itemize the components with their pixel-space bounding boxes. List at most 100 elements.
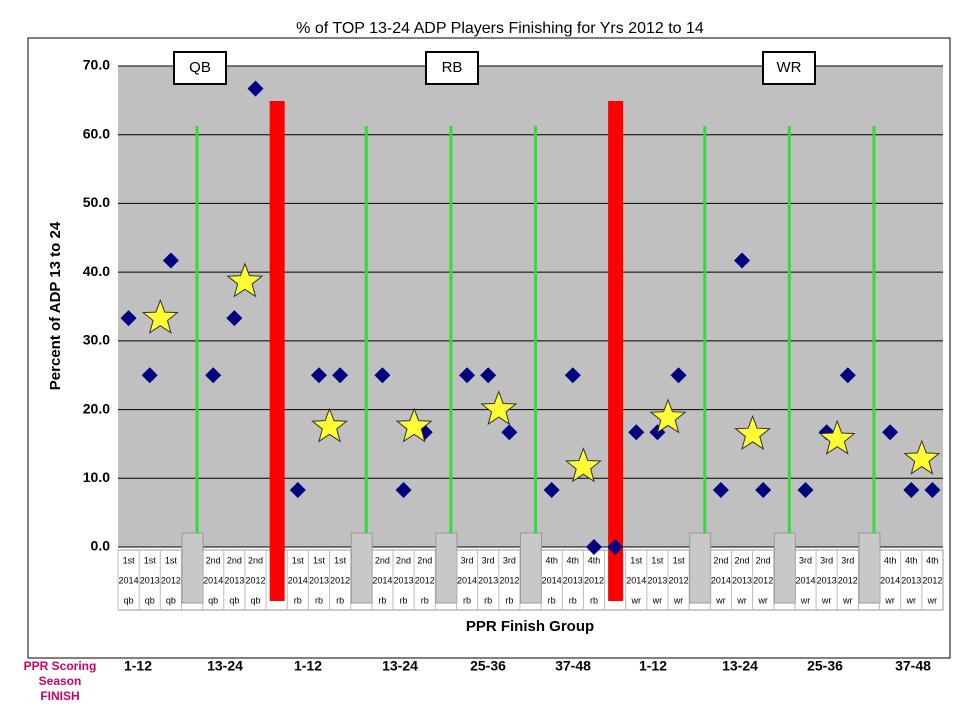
y-tick-label: 0.0 xyxy=(91,538,111,554)
category-label: rb xyxy=(378,595,386,605)
star-marker xyxy=(395,407,433,443)
diamond-marker xyxy=(289,481,306,498)
diamond-marker xyxy=(141,367,158,384)
category-label: 2013 xyxy=(224,575,244,585)
annotation: WR xyxy=(777,59,802,76)
category-label: 2nd xyxy=(756,555,771,565)
group-label: 13-24 xyxy=(207,658,243,674)
diamond-marker xyxy=(120,310,137,327)
category-label: 2012 xyxy=(415,575,435,585)
diamond-marker xyxy=(670,367,687,384)
plot-area xyxy=(118,66,943,547)
diamond-marker xyxy=(459,367,476,384)
annotation-box xyxy=(173,51,227,85)
category-label: wr xyxy=(842,595,853,605)
star-marker xyxy=(480,390,518,426)
category-label: 2012 xyxy=(753,575,773,585)
category-label: wr xyxy=(800,595,811,605)
category-label: 2013 xyxy=(394,575,414,585)
diamond-marker xyxy=(205,367,222,384)
category-label: 3rd xyxy=(503,555,516,565)
category-label: 1st xyxy=(313,555,326,565)
group-box xyxy=(858,532,881,604)
category-label: 2013 xyxy=(817,575,837,585)
category-label: wr xyxy=(884,595,895,605)
section-divider xyxy=(269,101,285,601)
category-label: 2013 xyxy=(901,575,921,585)
category-label: 2nd xyxy=(417,555,432,565)
category-label: rb xyxy=(463,595,471,605)
diamond-marker xyxy=(226,310,243,327)
star-marker xyxy=(818,419,856,455)
category-label: wr xyxy=(736,595,747,605)
diamond-marker xyxy=(332,367,349,384)
group-label: 25-36 xyxy=(470,658,506,674)
diamond-marker xyxy=(543,481,560,498)
y-tick-label: 20.0 xyxy=(83,400,110,416)
diamond-marker xyxy=(607,539,624,555)
group-label: 1-12 xyxy=(294,658,322,674)
side-note-text: PPR Scoring Season FINISH xyxy=(24,659,97,703)
group-box xyxy=(181,532,204,604)
y-tick-label: 60.0 xyxy=(83,125,110,141)
category-label: wr xyxy=(673,595,684,605)
category-label: 2012 xyxy=(922,575,942,585)
diamond-marker xyxy=(162,252,179,269)
category-label: 1st xyxy=(673,555,686,565)
category-label: 2012 xyxy=(838,575,858,585)
category-label: 4th xyxy=(545,555,558,565)
category-label: 3rd xyxy=(799,555,812,565)
category-label: 2014 xyxy=(626,575,646,585)
category-label: 1st xyxy=(165,555,178,565)
category-label: 2nd xyxy=(206,555,221,565)
category-label: qb xyxy=(250,595,260,605)
category-label: qb xyxy=(124,595,134,605)
category-label: rb xyxy=(484,595,492,605)
y-tick-label: 50.0 xyxy=(83,194,110,210)
category-label: 2014 xyxy=(119,575,139,585)
category-label: 2014 xyxy=(711,575,731,585)
chart-title: % of TOP 13-24 ADP Players Finishing for… xyxy=(296,20,704,37)
category-label: 4th xyxy=(567,555,580,565)
diamond-marker xyxy=(628,424,645,441)
category-label: 1st xyxy=(651,555,664,565)
y-tick-label: 40.0 xyxy=(83,263,110,279)
category-label: rb xyxy=(400,595,408,605)
group-label: 37-48 xyxy=(895,658,931,674)
category-label: 4th xyxy=(926,555,939,565)
category-label: 1st xyxy=(123,555,136,565)
category-label: 1st xyxy=(144,555,157,565)
annotation: RB xyxy=(442,59,463,76)
y-axis-label: Percent of ADP 13 to 24 xyxy=(47,221,64,390)
group-label: 37-48 xyxy=(555,658,591,674)
category-label: 2014 xyxy=(288,575,308,585)
diamond-marker xyxy=(903,481,920,498)
category-label: 2013 xyxy=(647,575,667,585)
category-label: qb xyxy=(166,595,176,605)
category-label: 1st xyxy=(292,555,305,565)
category-label: 2012 xyxy=(499,575,519,585)
diamond-marker xyxy=(924,481,941,498)
category-label: wr xyxy=(757,595,768,605)
diamond-marker xyxy=(755,481,772,498)
diamond-marker xyxy=(395,481,412,498)
category-label: 4th xyxy=(588,555,601,565)
annotation: QB xyxy=(189,59,211,76)
category-label: rb xyxy=(505,595,513,605)
annotation-box xyxy=(762,51,816,85)
category-label: qb xyxy=(145,595,155,605)
category-label: 2014 xyxy=(203,575,223,585)
category-label: 3rd xyxy=(841,555,854,565)
star-marker xyxy=(311,407,349,443)
diamond-marker xyxy=(247,80,264,97)
group-box xyxy=(689,532,712,604)
category-label: wr xyxy=(821,595,832,605)
category-label: rb xyxy=(421,595,429,605)
category-label: 2nd xyxy=(375,555,390,565)
category-label: 2012 xyxy=(245,575,265,585)
group-label: 25-36 xyxy=(807,658,843,674)
star-marker xyxy=(903,439,941,475)
diamond-marker xyxy=(564,367,581,384)
star-marker xyxy=(226,262,264,298)
group-label: 1-12 xyxy=(124,658,152,674)
